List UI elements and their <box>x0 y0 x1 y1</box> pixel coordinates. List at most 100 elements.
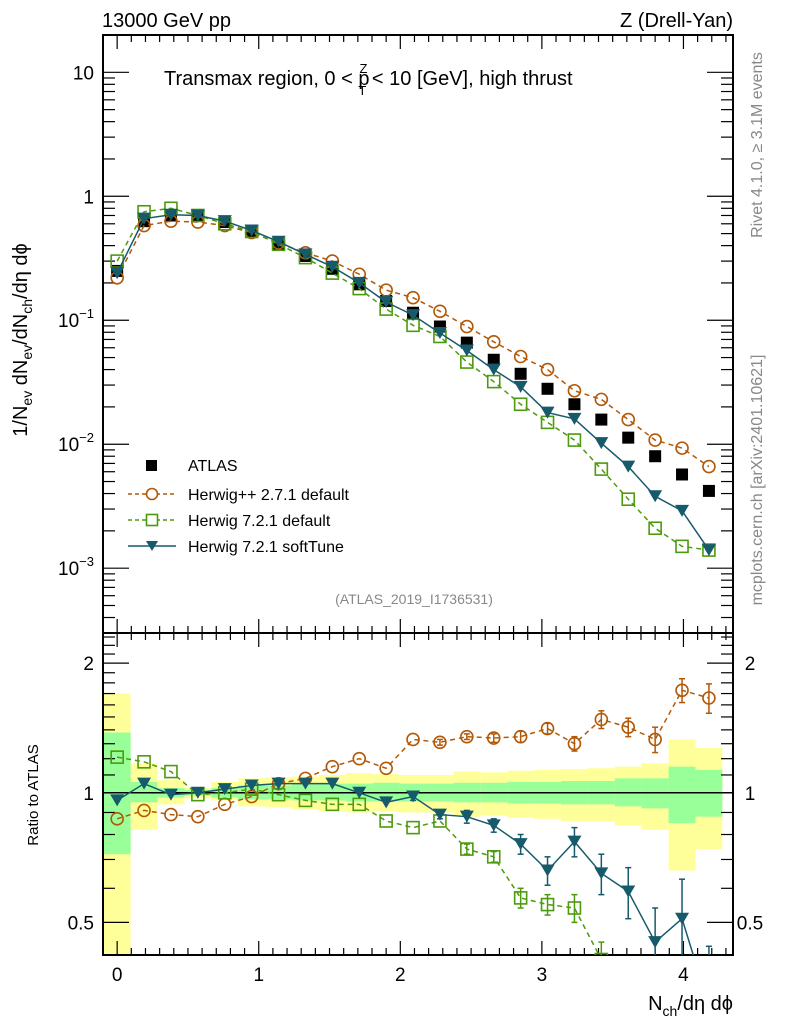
data-point-circle-open <box>406 732 420 747</box>
data-point-circle-open <box>702 459 716 474</box>
x-tick-label: 3 <box>537 965 548 986</box>
data-point-triangle-down <box>271 777 286 790</box>
data-point-triangle-down <box>298 777 313 790</box>
data-point-circle-open <box>352 751 367 766</box>
data-point-square-open <box>567 433 582 447</box>
ylabel-part: 1/N <box>10 406 32 437</box>
data-point-triangle-down <box>675 912 690 925</box>
data-point-square-open <box>621 492 636 507</box>
data-point-circle-open <box>513 729 528 744</box>
data-point-triangle-down <box>621 885 636 898</box>
data-point-circle-open <box>486 731 501 745</box>
tick-exponent: −3 <box>79 554 94 569</box>
data-point-triangle-down <box>190 786 205 799</box>
data-point-triangle-down <box>110 794 125 807</box>
data-point-circle-open <box>675 683 689 698</box>
ratio-series-line <box>117 756 600 955</box>
tick-exponent: −1 <box>79 306 94 321</box>
legend-marker-triangle-down <box>146 541 158 551</box>
data-point-square-open <box>110 750 124 764</box>
ratio-y-tick-label-right: 1 <box>745 784 756 805</box>
data-point-triangle-down <box>271 235 286 248</box>
data-point-square-open <box>137 755 151 769</box>
data-point-circle-open <box>486 335 501 349</box>
data-point-circle-open <box>675 441 689 455</box>
data-point-triangle-down <box>298 248 313 261</box>
ratio-y-axis-label: Ratio to ATLAS <box>25 744 42 845</box>
data-point-triangle-down <box>244 224 259 237</box>
data-point-square-filled <box>702 484 715 497</box>
data-point-circle-open <box>702 691 716 705</box>
ratio-band-inner <box>668 766 696 824</box>
main-title: Transmax region, 0 < pZ T < 10 [GeV], hig… <box>164 61 573 98</box>
data-point-square-open <box>486 374 501 389</box>
ylabel-sub: ev <box>19 345 35 360</box>
ratio-y-tick-label-right: 0.5 <box>737 913 763 934</box>
ratio-frame <box>102 632 734 956</box>
data-point-circle-open <box>648 433 662 447</box>
analysis-id-label: (ATLAS_2019_I1736531) <box>335 591 493 607</box>
data-point-circle-open <box>137 803 151 818</box>
data-point-square-filled <box>487 353 500 366</box>
title-sup: Z <box>359 61 367 76</box>
legend-label: Herwig 7.2.1 softTune <box>188 539 344 556</box>
legend-item-atlas: ATLAS <box>146 458 238 475</box>
data-point-circle-open <box>110 812 124 826</box>
data-point-square-filled <box>568 398 581 411</box>
x-tick-label: 1 <box>253 965 264 986</box>
x-axis-label: Nch/dη dϕ <box>648 993 733 1019</box>
legend-marker-square-filled <box>146 460 157 471</box>
data-point-triangle-down <box>217 215 232 228</box>
data-point-triangle-down <box>325 777 340 790</box>
data-point-square-filled <box>622 431 635 444</box>
ratio-y-tick-label: 1 <box>83 784 94 805</box>
legend-marker-circle-open <box>145 487 159 501</box>
data-point-circle-open <box>191 809 205 824</box>
data-point-triangle-down <box>486 363 501 376</box>
data-point-triangle-down <box>459 810 474 823</box>
x-tick-label: 2 <box>395 965 406 986</box>
legend-item-herwigpp: Herwig++ 2.7.1 default <box>128 487 350 504</box>
legend: ATLAS Herwig++ 2.7.1 default Herwig 7.2.… <box>128 458 350 556</box>
data-point-triangle-down <box>513 838 528 851</box>
series-line <box>116 220 710 468</box>
data-point-circle-open <box>540 362 555 377</box>
mcplots-label: mcplots.cern.ch [arXiv:2401.10621] <box>749 355 766 606</box>
data-point-triangle-down <box>190 209 205 222</box>
data-point-triangle-down <box>379 296 394 309</box>
ratio-y-tick-label-right: 2 <box>745 654 756 675</box>
data-point-square-open <box>594 462 609 476</box>
main-y-axis-label: 1/Nev dNev/dNch/dη dϕ <box>10 243 35 436</box>
data-point-triangle-down <box>217 783 232 796</box>
x-tick-label: 4 <box>678 965 689 986</box>
xlabel-part: N <box>648 993 662 1015</box>
data-point-square-open <box>675 539 689 554</box>
data-point-square-filled <box>649 450 662 463</box>
energy-label: 13000 GeV pp <box>102 10 231 32</box>
data-point-triangle-down <box>137 212 152 225</box>
y-tick-label: 1 <box>83 187 94 208</box>
ratio-panel: 0 1 2 3 4 2 2 1 1 0.5 0.5 <box>68 632 763 986</box>
data-point-triangle-down <box>432 326 447 339</box>
data-point-triangle-down <box>594 437 609 450</box>
y-tick-label: 10−3 <box>58 554 94 580</box>
data-point-circle-open <box>594 712 609 727</box>
data-point-circle-open <box>325 759 340 774</box>
data-point-circle-open <box>621 720 636 735</box>
data-point-triangle-down <box>163 208 178 221</box>
process-label: Z (Drell-Yan) <box>620 10 733 32</box>
data-point-triangle-down <box>325 260 340 273</box>
ylabel-part: dN <box>10 360 32 391</box>
data-point-square-filled <box>595 413 608 426</box>
tick-exponent: −2 <box>79 430 94 445</box>
data-point-triangle-down <box>513 380 528 393</box>
data-point-triangle-down <box>137 777 152 790</box>
data-point-square-filled <box>541 382 554 395</box>
data-point-triangle-down <box>621 460 636 473</box>
series-herwig-7-2-1-softtune <box>110 208 716 557</box>
data-point-square-open <box>513 397 528 412</box>
data-point-triangle-down <box>352 786 367 799</box>
rivet-version-label: Rivet 4.1.0, ≥ 3.1M events <box>749 52 766 238</box>
y-tick-label: 10 <box>73 63 94 84</box>
